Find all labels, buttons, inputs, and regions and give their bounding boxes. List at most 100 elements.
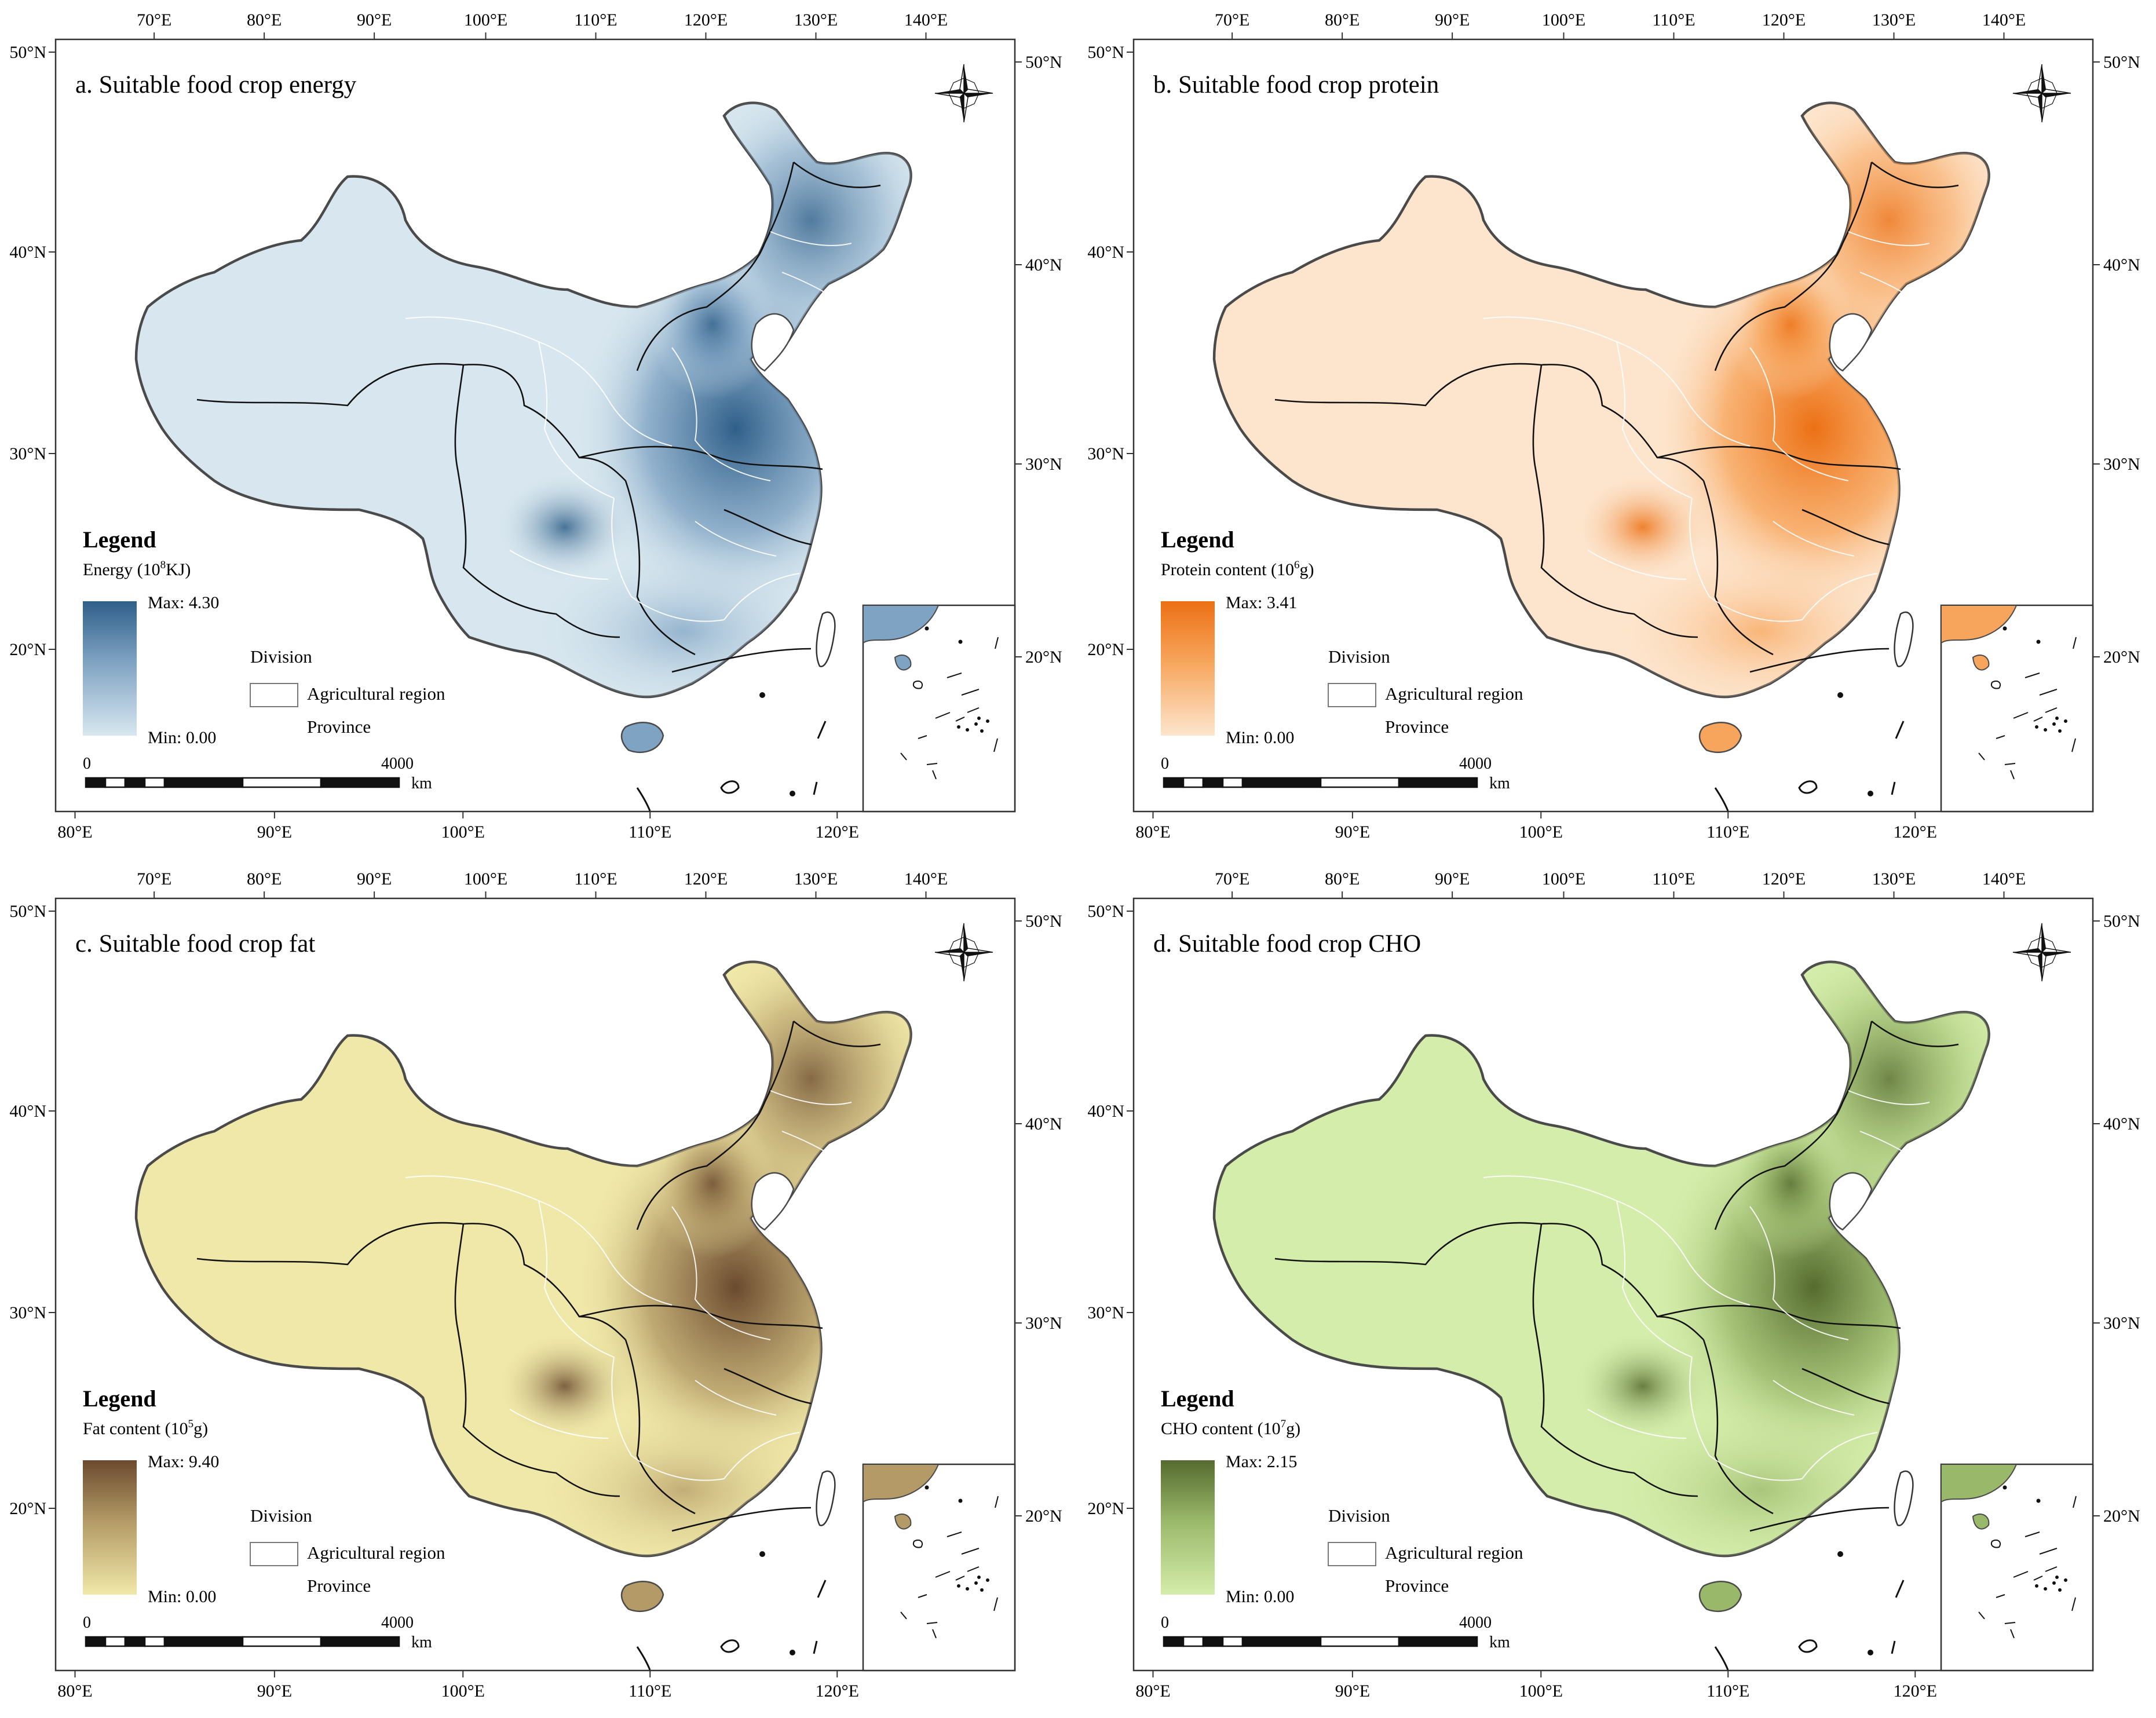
left-tick-label: 40°N (1087, 243, 1124, 262)
top-tick-label: 130°E (794, 10, 838, 30)
top-tick-label: 110°E (574, 869, 617, 889)
bottom-tick-label: 90°E (1335, 1682, 1370, 1701)
scale-segment (104, 777, 126, 788)
bottom-axis: 80°E 90°E 100°E 110°E 120°E (1135, 812, 1937, 842)
south-sea-marks (636, 1551, 827, 1671)
right-tick-label: 50°N (2103, 53, 2140, 72)
map-panel-a: 70°E 80°E 90°E 100°E 110°E 120°E 130°E 140°E 80… (0, 0, 1078, 859)
scale-segment (85, 1636, 107, 1647)
top-tick-label: 110°E (1652, 10, 1695, 30)
north-arrow-icon (2012, 923, 2071, 982)
bottom-axis: 80°E 90°E 100°E 110°E 120°E (57, 1671, 859, 1701)
top-tick-label: 140°E (1982, 869, 2026, 889)
legend: Legend Protein content (106g) Max: 3.41 … (1161, 527, 1523, 747)
top-tick-label: 90°E (1435, 869, 1470, 889)
agricultural-region-boundaries (1274, 161, 1959, 673)
scale-zero: 0 (1161, 755, 1169, 773)
legend-province-label: Province (1385, 717, 1449, 737)
left-tick-label: 40°N (1087, 1102, 1124, 1121)
legend-division: Division (1328, 1505, 1390, 1526)
scale-segment (1320, 1636, 1400, 1647)
agricultural-region-boundaries (196, 1020, 881, 1532)
scale-segment (1398, 1636, 1478, 1647)
hainan-island (620, 722, 664, 753)
inset-map (862, 604, 1016, 813)
top-tick-label: 120°E (1762, 10, 1806, 30)
south-sea-marks (1714, 692, 1905, 812)
top-axis: 70°E 80°E 90°E 100°E 110°E 120°E 130°E 140°E (137, 869, 948, 898)
bottom-tick-label: 110°E (628, 1682, 671, 1701)
right-tick-label: 30°N (1025, 1314, 1062, 1333)
top-tick-label: 70°E (137, 869, 171, 889)
top-tick-label: 140°E (1982, 10, 2026, 30)
scale-segment (1320, 777, 1400, 788)
hainan-island (1698, 1581, 1742, 1612)
scale-segment (320, 1636, 400, 1647)
bottom-tick-label: 100°E (1519, 1682, 1563, 1701)
legend-max: Max: 4.30 (148, 593, 219, 612)
legend-title: Legend (83, 1386, 156, 1412)
right-tick-label: 30°N (1025, 455, 1062, 474)
scale-segment (1222, 1636, 1244, 1647)
province-boundaries (1483, 231, 1930, 622)
legend-min: Min: 0.00 (148, 728, 216, 747)
map-panel-d: 70°E 80°E 90°E 100°E 110°E 120°E 130°E 140°E 80… (1078, 859, 2156, 1718)
top-tick-label: 70°E (137, 10, 171, 30)
left-axis: 50°N 40°N 30°N 20°N (9, 902, 56, 1518)
legend-title: Legend (83, 527, 156, 553)
taiwan-island (1894, 611, 1914, 667)
left-tick-label: 40°N (9, 1102, 46, 1121)
right-tick-label: 20°N (2103, 1507, 2140, 1526)
bottom-tick-label: 90°E (257, 823, 292, 842)
north-arrow-icon (934, 64, 993, 123)
right-tick-label: 40°N (2103, 255, 2140, 275)
scale-segment (242, 777, 322, 788)
left-tick-label: 50°N (9, 43, 46, 62)
legend-quantity: Fat content (105g) (83, 1418, 208, 1438)
top-tick-label: 110°E (1652, 869, 1695, 889)
left-tick-label: 30°N (1087, 1303, 1124, 1322)
top-tick-label: 110°E (574, 10, 617, 30)
province-boundaries (405, 1090, 852, 1481)
top-tick-label: 80°E (1325, 869, 1360, 889)
scale-segment (124, 1636, 146, 1647)
bottom-tick-label: 120°E (1894, 823, 1937, 842)
scale-unit: km (1489, 1633, 1510, 1651)
top-axis: 70°E 80°E 90°E 100°E 110°E 120°E 130°E 140°E (1215, 869, 2026, 898)
scale-segment (163, 1636, 244, 1647)
right-axis: 50°N 40°N 30°N 20°N (2093, 912, 2140, 1526)
left-tick-label: 50°N (9, 902, 46, 921)
legend-quantity: Energy (108KJ) (83, 559, 191, 579)
right-tick-label: 30°N (2103, 455, 2140, 474)
top-tick-label: 130°E (1872, 869, 1916, 889)
legend: Legend Energy (108KJ) Max: 4.30 Min: 0.0… (83, 527, 445, 747)
agricultural-region-boundaries (1274, 1020, 1959, 1532)
hainan-island (620, 1581, 664, 1612)
bohai-sea (751, 313, 795, 372)
top-axis: 70°E 80°E 90°E 100°E 110°E 120°E 130°E 140°E (137, 10, 948, 39)
south-sea-marks (636, 692, 827, 812)
scale-segment (124, 777, 146, 788)
scale-segment (163, 777, 244, 788)
legend: Legend Fat content (105g) Max: 9.40 Min:… (83, 1386, 445, 1606)
right-tick-label: 50°N (1025, 912, 1062, 931)
map-panel-b: 70°E 80°E 90°E 100°E 110°E 120°E 130°E 140°E 80… (1078, 0, 2156, 859)
legend-color-ramp (83, 601, 137, 736)
bottom-tick-label: 90°E (1335, 823, 1370, 842)
bottom-tick-label: 80°E (57, 1682, 92, 1701)
south-sea-marks (1714, 1551, 1905, 1671)
legend-min: Min: 0.00 (1226, 728, 1294, 747)
right-tick-label: 50°N (1025, 53, 1062, 72)
scale-zero: 0 (83, 755, 91, 773)
top-tick-label: 80°E (247, 10, 282, 30)
scale-max: 4000 (381, 755, 414, 773)
scale-max: 4000 (1459, 755, 1492, 773)
legend-quantity: CHO content (107g) (1161, 1418, 1300, 1438)
scale-segment (1202, 777, 1224, 788)
agricultural-region-boundaries (196, 161, 881, 673)
top-tick-label: 70°E (1215, 10, 1249, 30)
scale-segment (1182, 777, 1204, 788)
scale-segment (320, 777, 400, 788)
panel-title: a. Suitable food crop energy (75, 71, 357, 98)
scale-segment (1202, 1636, 1224, 1647)
